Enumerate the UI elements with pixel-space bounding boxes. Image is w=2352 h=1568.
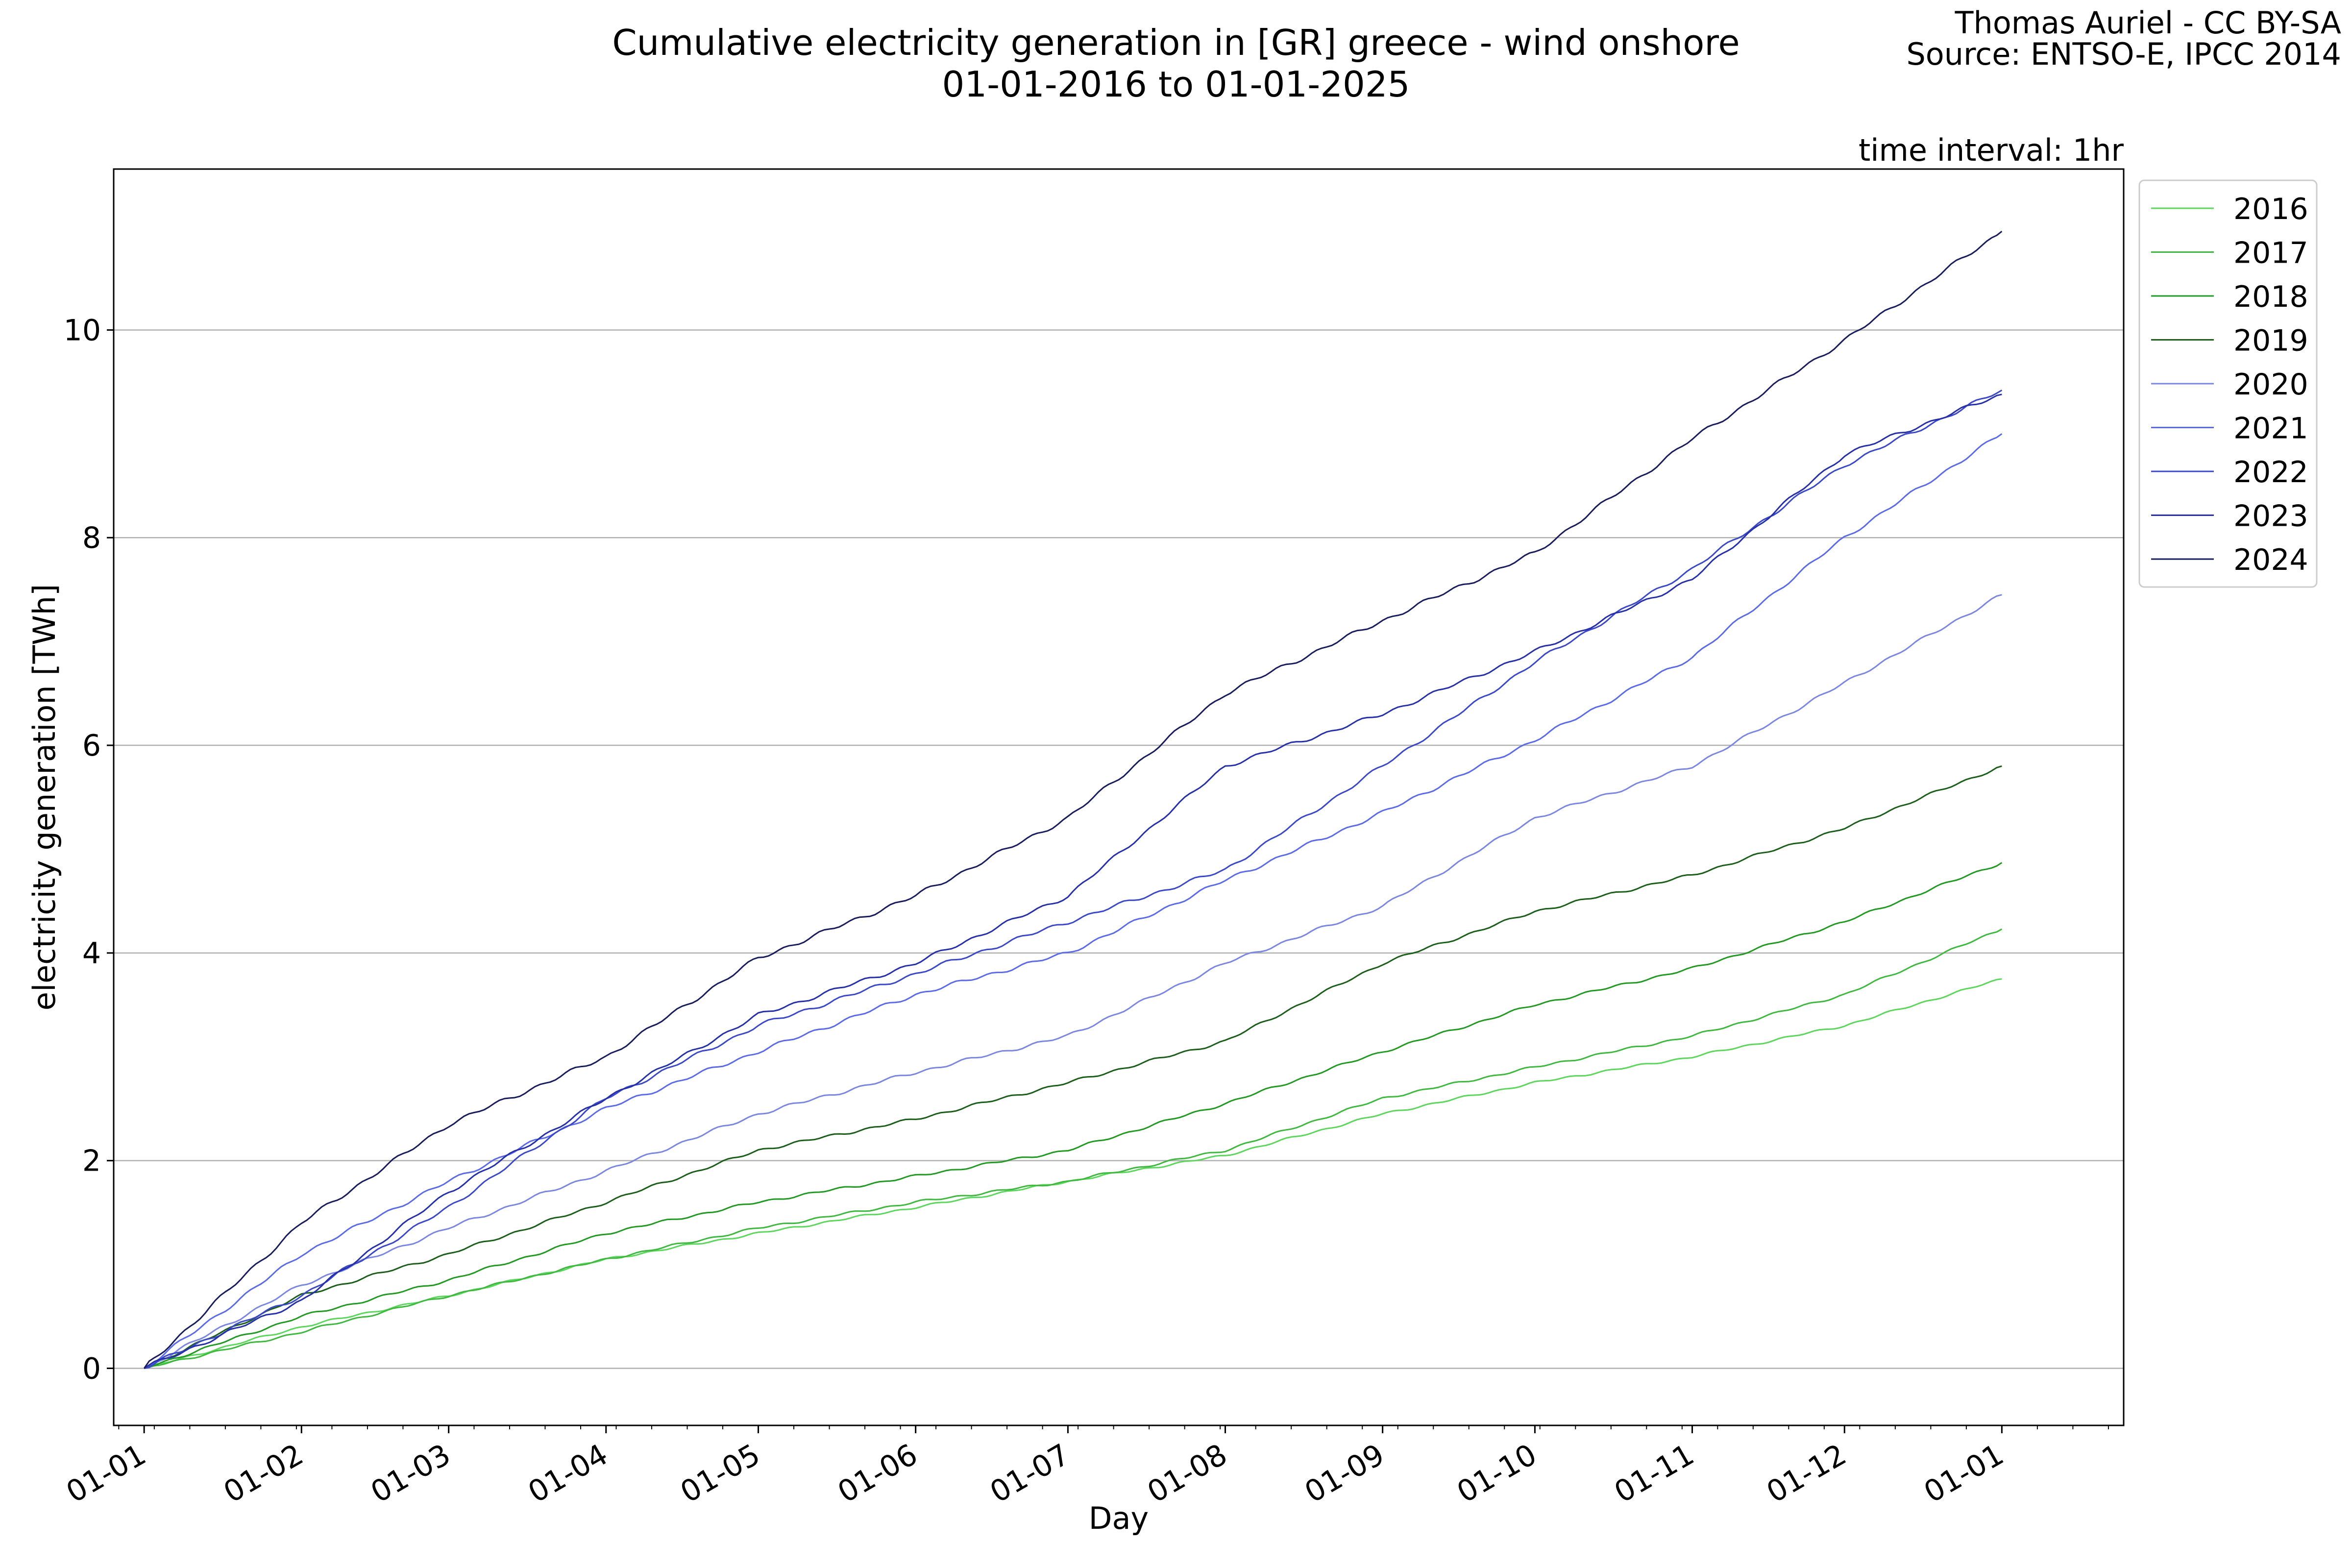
chart-subtitle: 01-01-2016 to 01-01-2025 — [942, 64, 1410, 105]
series-line-2020 — [144, 594, 2002, 1369]
x-tick-label: 01-11 — [1609, 1437, 1700, 1510]
gridlines — [114, 329, 2124, 1369]
series-line-2019 — [144, 765, 2002, 1369]
y-tick-label: 6 — [82, 729, 101, 763]
legend-frame — [2138, 179, 2318, 588]
series-lines — [143, 230, 2003, 1369]
y-tick-label: 0 — [82, 1351, 101, 1386]
chart-title: Cumulative electricity generation in [GR… — [612, 22, 1740, 63]
x-tick-label: 01-04 — [522, 1437, 613, 1510]
y-tick-label: 10 — [64, 313, 101, 347]
legend-label-2019: 2019 — [2233, 324, 2308, 358]
legend: 2016 2017 2018 2019 2020 2021 2022 2023 2024 — [2138, 179, 2318, 588]
x-tick-label: 01-12 — [1761, 1437, 1852, 1510]
x-axis: 01-01 01-02 01-03 01-04 01-05 01-06 01-07 01-08… — [61, 1425, 2109, 1510]
x-tick-label: 01-01 — [61, 1437, 152, 1510]
series-line-2017 — [144, 928, 2003, 1369]
credit-author: Thomas Auriel - CC BY-SA — [1955, 5, 2341, 41]
legend-label-2017: 2017 — [2233, 236, 2308, 270]
x-tick-label: 01-01 — [1918, 1437, 2009, 1510]
series-line-2022 — [144, 390, 2003, 1369]
x-tick-label: 01-02 — [218, 1437, 309, 1510]
x-tick-label: 01-08 — [1142, 1437, 1233, 1510]
legend-label-2024: 2024 — [2233, 543, 2308, 577]
plot-frame — [113, 168, 2125, 1426]
x-tick-label: 01-05 — [675, 1437, 766, 1510]
y-tick-label: 2 — [82, 1144, 101, 1178]
x-tick-label: 01-06 — [832, 1437, 923, 1510]
y-axis: 0 2 4 6 8 10 — [64, 313, 114, 1386]
series-line-2016 — [144, 978, 2002, 1369]
y-tick-label: 4 — [82, 936, 101, 971]
x-axis-label: Day — [1089, 1500, 1149, 1536]
x-tick-label: 01-09 — [1299, 1437, 1390, 1510]
legend-label-2020: 2020 — [2233, 368, 2308, 402]
y-tick-label: 8 — [82, 521, 101, 555]
legend-label-2021: 2021 — [2233, 412, 2308, 446]
legend-label-2022: 2022 — [2233, 455, 2308, 490]
x-tick-label: 01-07 — [984, 1437, 1076, 1510]
credit-source: Source: ENTSO-E, IPCC 2014 — [1906, 36, 2341, 72]
y-axis-label: electricity generation [TWh] — [26, 584, 62, 1010]
time-interval-note: time interval: 1hr — [1859, 132, 2124, 168]
legend-label-2016: 2016 — [2233, 192, 2308, 226]
x-tick-label: 01-10 — [1451, 1437, 1543, 1510]
series-line-2024 — [143, 230, 2003, 1369]
series-line-2021 — [144, 433, 2003, 1369]
legend-label-2018: 2018 — [2233, 280, 2308, 314]
series-line-2023 — [144, 393, 2002, 1369]
legend-label-2023: 2023 — [2233, 499, 2308, 534]
x-tick-label: 01-03 — [365, 1437, 456, 1510]
series-line-2018 — [144, 862, 2003, 1369]
